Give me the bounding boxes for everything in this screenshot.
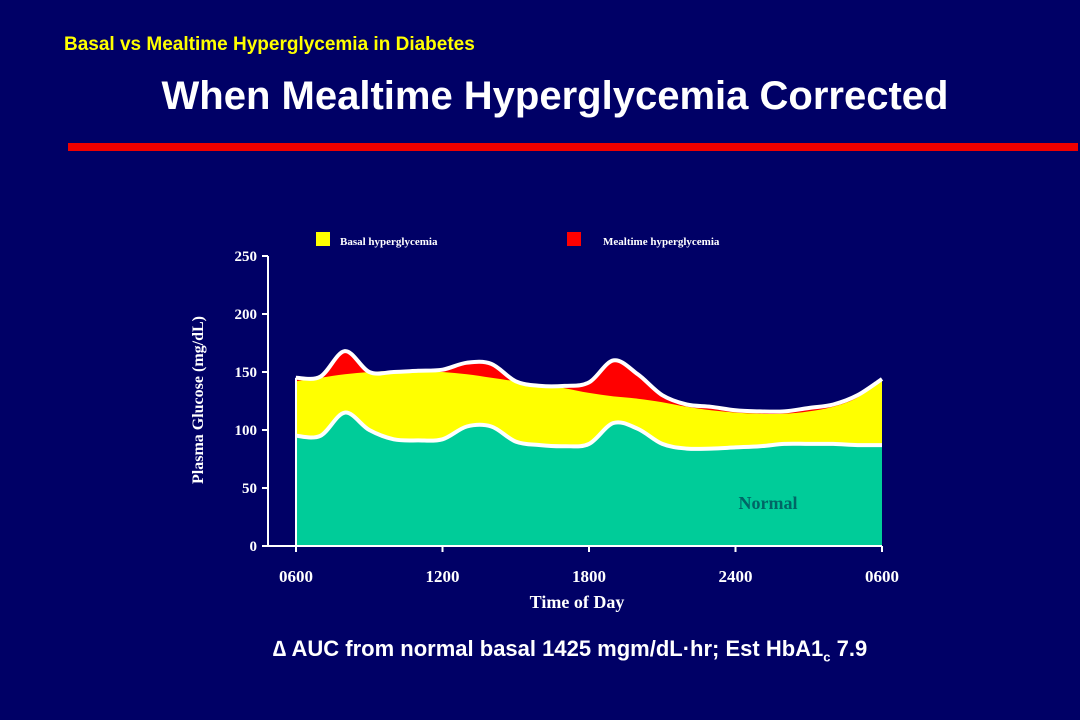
delta-symbol: ∆ <box>272 636 287 661</box>
y-tick-label: 50 <box>242 481 257 497</box>
x-tick-label: 1800 <box>572 567 606 586</box>
x-tick-label: 0600 <box>865 567 899 586</box>
footer-value: 7.9 <box>830 636 868 661</box>
x-tick-label: 2400 <box>719 567 753 586</box>
y-tick-label: 0 <box>250 539 258 555</box>
x-tick-label: 1200 <box>426 567 460 586</box>
x-axis-label: Time of Day <box>530 592 625 612</box>
normal-area-label: Normal <box>739 493 798 513</box>
legend-label-mealtime: Mealtime hyperglycemia <box>603 236 720 248</box>
y-tick-label: 100 <box>235 423 258 439</box>
legend-swatch-mealtime <box>567 232 581 246</box>
title-divider <box>68 143 1078 151</box>
normal-curve <box>295 410 883 451</box>
y-tick-label: 200 <box>235 307 258 323</box>
auc-footer: ∆ AUC from normal basal 1425 mgm/dL·hr; … <box>0 636 1080 664</box>
mealtime-curve <box>295 349 884 414</box>
slide-subtitle: Basal vs Mealtime Hyperglycemia in Diabe… <box>64 34 475 55</box>
normal-area <box>296 412 882 546</box>
legend-swatch-basal <box>316 232 330 246</box>
y-axis-label: Plasma Glucose (mg/dL) <box>190 316 207 484</box>
legend-label-basal: Basal hyperglycemia <box>340 236 438 248</box>
chart-areas <box>295 349 884 546</box>
y-tick-label: 150 <box>235 365 258 381</box>
x-tick-label: 0600 <box>279 567 313 586</box>
slide-title: When Mealtime Hyperglycemia Corrected <box>161 74 949 118</box>
footer-subscript: c <box>823 649 831 665</box>
chart-axes: 0 50 100 150 200 250 0600 1200 1800 2400 0600 <box>235 249 900 586</box>
chart-legend: Basal hyperglycemia Mealtime hyperglycemi… <box>316 232 720 248</box>
y-tick-label: 250 <box>235 249 258 265</box>
footer-text: AUC from normal basal 1425 mgm/dL·hr; Es… <box>286 636 824 661</box>
